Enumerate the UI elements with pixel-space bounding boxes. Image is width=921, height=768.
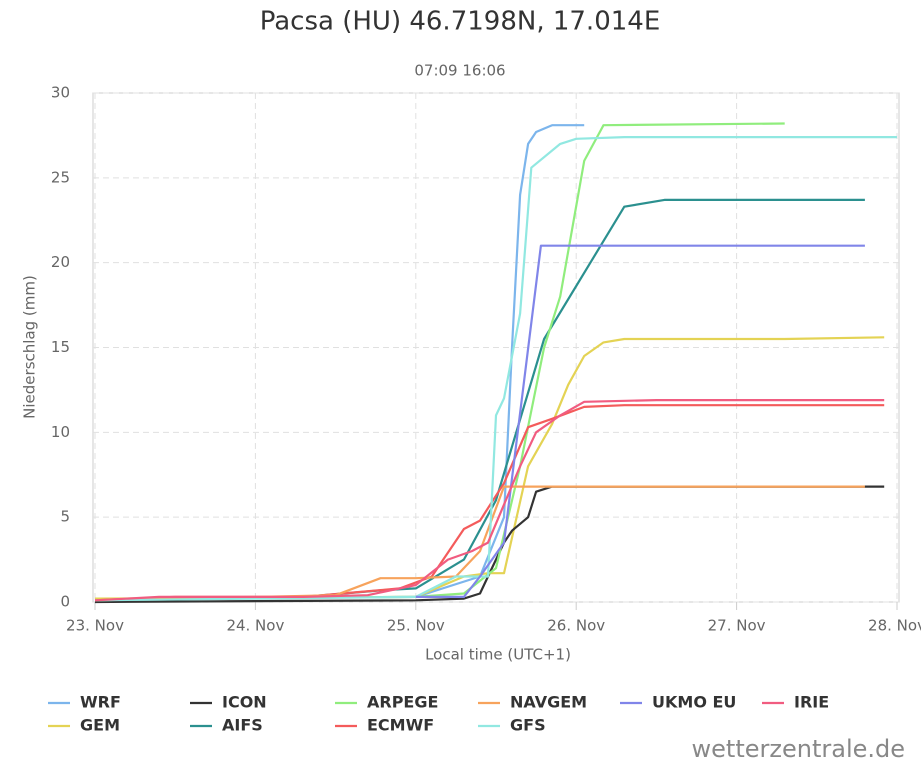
legend-label[interactable]: UKMO EU <box>652 693 736 712</box>
legend-label[interactable]: GEM <box>80 716 120 735</box>
x-tick-label: 23. Nov <box>66 617 124 635</box>
legend-label[interactable]: ICON <box>222 693 267 712</box>
legend-label[interactable]: ECMWF <box>367 716 434 735</box>
x-axis-title: Local time (UTC+1) <box>425 646 571 664</box>
chart-subtitle: 07:09 16:06 <box>414 62 505 80</box>
x-tick-label: 28. Nov <box>868 617 921 635</box>
y-axis-title: Niederschlag (mm) <box>21 275 39 419</box>
x-tick-label: 27. Nov <box>708 617 766 635</box>
y-tick-label: 0 <box>60 593 70 611</box>
chart-title: Pacsa (HU) 46.7198N, 17.014E <box>260 7 661 37</box>
x-tick-label: 25. Nov <box>387 617 445 635</box>
legend-label[interactable]: AIFS <box>222 716 263 735</box>
x-tick-label: 24. Nov <box>226 617 284 635</box>
credit: wetterzentrale.de <box>692 735 905 763</box>
series-line <box>415 244 865 598</box>
y-tick-label: 5 <box>60 508 70 526</box>
series-line <box>94 485 865 602</box>
y-tick-label: 25 <box>51 168 70 186</box>
legend-label[interactable]: GFS <box>510 716 546 735</box>
legend-label[interactable]: ARPEGE <box>367 693 438 712</box>
x-tick-label: 26. Nov <box>547 617 605 635</box>
y-tick-label: 20 <box>51 253 70 271</box>
y-tick-label: 10 <box>51 423 70 441</box>
series-line <box>94 136 897 602</box>
y-tick-label: 15 <box>51 338 70 356</box>
legend-label[interactable]: NAVGEM <box>510 693 587 712</box>
series-line <box>127 122 785 600</box>
y-tick-label: 30 <box>51 84 70 102</box>
legend-label[interactable]: WRF <box>80 693 121 712</box>
series-line <box>94 399 885 602</box>
legend-label[interactable]: IRIE <box>794 693 829 712</box>
